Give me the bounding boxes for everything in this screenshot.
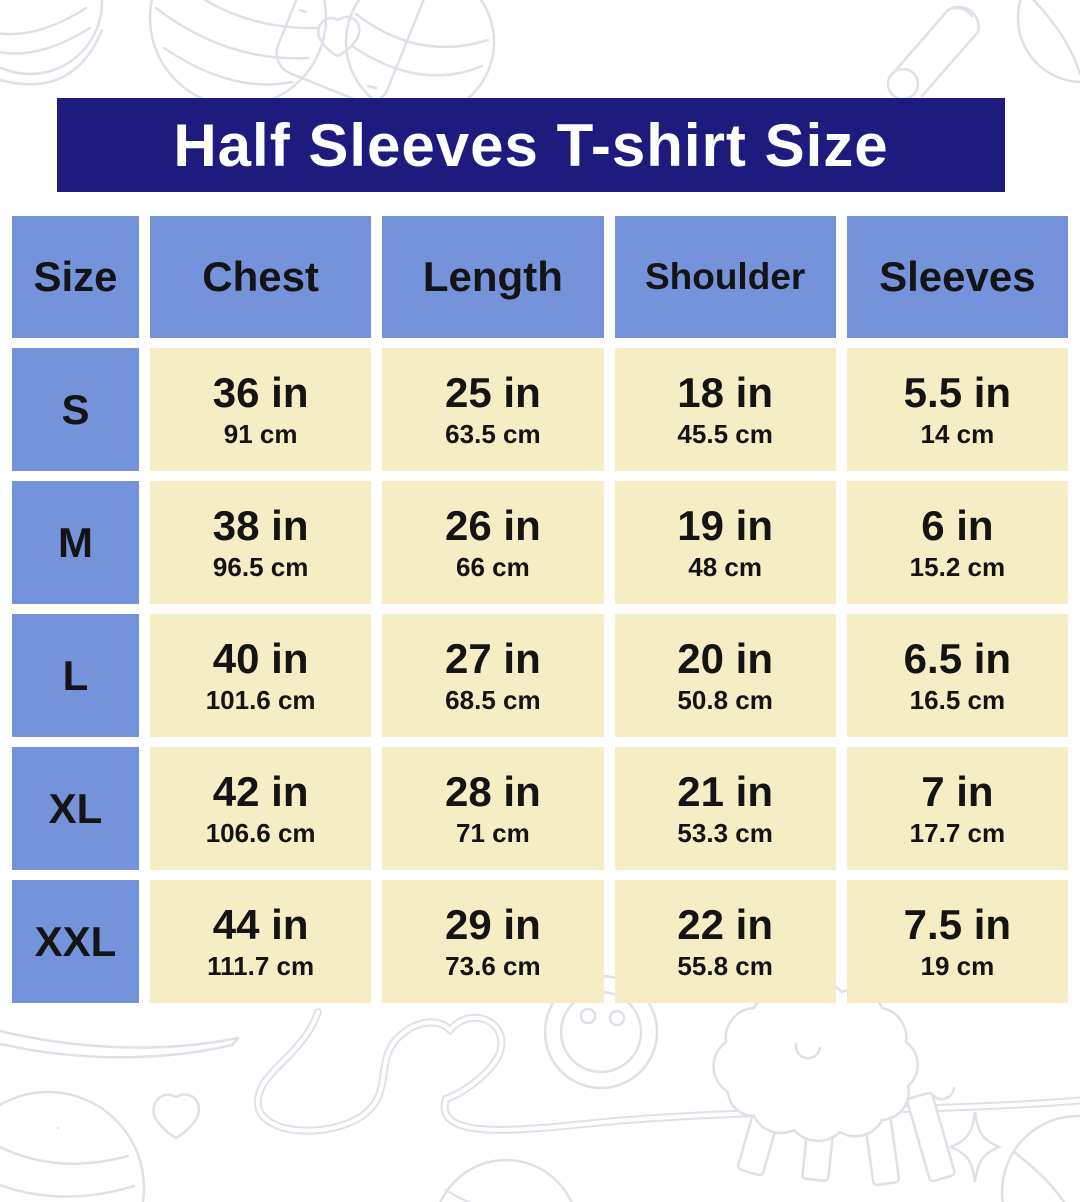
safety-pin-icon	[886, 5, 980, 101]
cm-value: 73.6 cm	[445, 950, 541, 981]
heart-icon	[152, 1093, 201, 1140]
measure-cell-xxl-sleeves: 7.5 in 19 cm	[846, 880, 1068, 1003]
yarn-ball-icon	[0, 0, 104, 86]
inches-value: 22 in	[677, 900, 773, 948]
inches-value: 20 in	[677, 634, 773, 682]
measure-cell-xl-shoulder: 21 in 53.3 cm	[614, 747, 836, 870]
measure-cell-l-chest: 40 in 101.6 cm	[150, 614, 372, 737]
inches-value: 27 in	[445, 634, 541, 682]
cm-value: 68.5 cm	[445, 684, 541, 715]
header-cell-chest: Chest	[150, 216, 372, 338]
measure-cell-xl-sleeves: 7 in 17.7 cm	[846, 747, 1068, 870]
cm-value: 55.8 cm	[677, 950, 773, 981]
measure-cell-s-shoulder: 18 in 45.5 cm	[614, 348, 836, 471]
title-banner: Half Sleeves T-shirt Size	[57, 98, 1005, 192]
header-cell-shoulder: Shoulder	[614, 216, 836, 338]
cm-value: 53.3 cm	[677, 817, 773, 848]
size-label-xl: XL	[12, 747, 139, 870]
inches-value: 29 in	[445, 900, 541, 948]
cm-value: 15.2 cm	[909, 551, 1006, 582]
cm-value: 16.5 cm	[909, 684, 1006, 715]
cm-value: 71 cm	[456, 817, 530, 848]
header-cell-sleeves: Sleeves	[846, 216, 1068, 338]
inches-value: 7.5 in	[903, 900, 1012, 948]
cm-value: 50.8 cm	[677, 684, 773, 715]
measure-cell-l-length: 27 in 68.5 cm	[382, 614, 604, 737]
inches-value: 7 in	[921, 767, 994, 815]
measure-cell-s-length: 25 in 63.5 cm	[382, 348, 604, 471]
inches-value: 6.5 in	[903, 634, 1012, 682]
measure-cell-xl-length: 28 in 71 cm	[382, 747, 604, 870]
measure-cell-m-chest: 38 in 96.5 cm	[150, 481, 372, 604]
inches-value: 28 in	[445, 767, 541, 815]
yarn-ball-icon	[148, 0, 328, 108]
inches-value: 21 in	[677, 767, 773, 815]
size-label-m: M	[12, 481, 139, 604]
inches-value: 36 in	[212, 368, 309, 416]
inches-value: 26 in	[445, 501, 541, 549]
inches-value: 40 in	[212, 634, 309, 682]
sheep-icon	[712, 981, 956, 1187]
yarn-cone-icon	[275, 0, 426, 104]
cm-value: 45.5 cm	[677, 418, 773, 449]
measure-cell-l-shoulder: 20 in 50.8 cm	[614, 614, 836, 737]
sparkle-icon	[947, 1111, 1003, 1183]
measure-cell-xl-chest: 42 in 106.6 cm	[150, 747, 372, 870]
yarn-ball-icon	[439, 1158, 573, 1202]
header-cell-size: Size	[12, 216, 139, 338]
crochet-hook-icon	[0, 1029, 240, 1059]
inches-value: 42 in	[212, 767, 309, 815]
thread-icon	[254, 1008, 1080, 1135]
yarn-ball-icon	[1016, 0, 1080, 84]
yarn-ball-icon	[0, 1090, 146, 1202]
size-label-s: S	[12, 348, 139, 471]
cm-value: 63.5 cm	[445, 418, 541, 449]
size-label-l: L	[12, 614, 139, 737]
cm-value: 48 cm	[688, 551, 762, 582]
inches-value: 38 in	[212, 501, 309, 549]
measure-cell-m-sleeves: 6 in 15.2 cm	[846, 481, 1068, 604]
cm-value: 14 cm	[920, 418, 995, 449]
measure-cell-s-chest: 36 in 91 cm	[150, 348, 372, 471]
cm-value: 91 cm	[223, 418, 298, 449]
cm-value: 17.7 cm	[909, 817, 1006, 848]
cm-value: 96.5 cm	[212, 551, 309, 582]
measure-cell-m-length: 26 in 66 cm	[382, 481, 604, 604]
measure-cell-xxl-length: 29 in 73.6 cm	[382, 880, 604, 1003]
measure-cell-m-shoulder: 19 in 48 cm	[614, 481, 836, 604]
cm-value: 66 cm	[456, 551, 530, 582]
header-cell-length: Length	[382, 216, 604, 338]
inches-value: 44 in	[212, 900, 309, 948]
inches-value: 5.5 in	[903, 368, 1012, 416]
inches-value: 19 in	[677, 501, 773, 549]
measure-cell-xxl-chest: 44 in 111.7 cm	[150, 880, 372, 1003]
measure-cell-xxl-shoulder: 22 in 55.8 cm	[614, 880, 836, 1003]
size-label-xxl: XXL	[12, 880, 139, 1003]
cm-value: 111.7 cm	[207, 950, 315, 981]
inches-value: 18 in	[677, 368, 773, 416]
cm-value: 19 cm	[920, 950, 995, 981]
inches-value: 25 in	[445, 368, 541, 416]
inches-value: 6 in	[921, 501, 994, 549]
measure-cell-l-sleeves: 6.5 in 16.5 cm	[846, 614, 1068, 737]
size-table: Size Chest Length Shoulder Sleeves S 36 …	[12, 216, 1068, 1003]
measure-cell-s-sleeves: 5.5 in 14 cm	[846, 348, 1068, 471]
cm-value: 101.6 cm	[205, 684, 316, 715]
cm-value: 106.6 cm	[205, 817, 316, 848]
page-title: Half Sleeves T-shirt Size	[173, 111, 889, 179]
yarn-ball-icon	[1000, 1114, 1080, 1202]
